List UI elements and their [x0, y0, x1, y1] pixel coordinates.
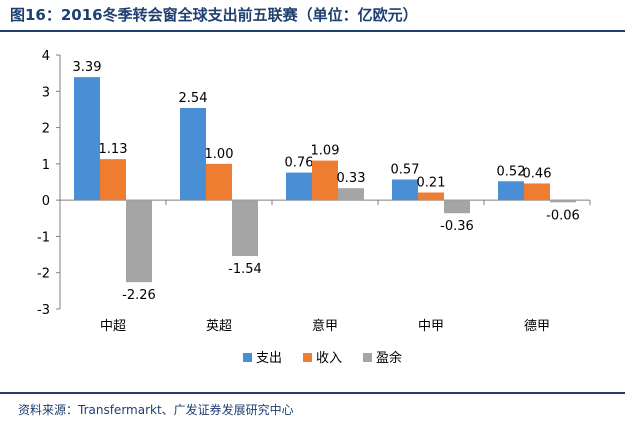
data-label: -0.36	[440, 219, 474, 234]
data-label: 0.46	[523, 166, 552, 181]
data-label: 0.33	[337, 171, 366, 186]
data-label: 0.57	[391, 162, 420, 177]
data-label: -1.54	[228, 262, 262, 277]
data-label: 1.13	[99, 142, 128, 157]
legend-swatch-收入	[303, 353, 312, 362]
data-label: 1.00	[205, 147, 234, 162]
x-category-label: 意甲	[312, 318, 338, 334]
bar-支出	[498, 181, 524, 201]
data-label: 1.09	[311, 144, 340, 159]
y-tick-label: 4	[42, 49, 50, 64]
chart-title: 图16：2016冬季转会窗全球支出前五联赛（单位：亿欧元）	[10, 6, 418, 24]
bar-支出	[286, 172, 312, 201]
bar-支出	[392, 179, 418, 201]
bar-盈余	[232, 200, 258, 257]
bar-收入	[418, 192, 444, 201]
x-category-label: 中甲	[418, 319, 444, 334]
legend-swatch-盈余	[363, 353, 372, 362]
y-tick-label: 2	[42, 122, 50, 137]
data-label: -2.26	[122, 288, 156, 303]
data-label: 0.52	[497, 164, 526, 179]
legend-label: 收入	[316, 351, 342, 366]
title-bar: 图16：2016冬季转会窗全球支出前五联赛（单位：亿欧元）	[0, 0, 625, 32]
data-label: 0.76	[285, 156, 314, 171]
x-category-label: 中超	[100, 319, 126, 334]
bar-收入	[312, 160, 338, 201]
y-tick-label: 3	[42, 85, 50, 100]
bar-盈余	[444, 200, 470, 214]
bar-收入	[100, 159, 126, 201]
bar-支出	[180, 107, 206, 201]
x-category-label: 德甲	[524, 319, 550, 334]
y-tick-label: -3	[37, 303, 50, 318]
data-label: 2.54	[179, 91, 208, 106]
bar-盈余	[126, 200, 152, 283]
source-bar: 资料来源：Transfermarkt、广发证券发展研究中心	[0, 392, 625, 423]
bar-盈余	[550, 200, 576, 203]
x-category-label: 英超	[206, 319, 232, 334]
y-tick-label: -2	[37, 267, 50, 282]
data-label: 3.39	[73, 60, 102, 75]
y-tick-label: -1	[37, 230, 50, 245]
bar-支出	[74, 77, 100, 201]
bar-收入	[524, 183, 550, 201]
data-label: 0.21	[417, 176, 446, 191]
source-note: 资料来源：Transfermarkt、广发证券发展研究中心	[18, 403, 294, 417]
data-label: -0.06	[546, 208, 580, 223]
legend-label: 盈余	[376, 350, 402, 366]
bar-盈余	[338, 188, 364, 201]
legend-swatch-支出	[243, 353, 252, 362]
bar-chart: -3 -2 -1 0 1 2 3 4 3.39 1.13 -2.26 中超 2.54 1.00 -1.54 英…	[37, 49, 591, 366]
legend-label: 支出	[256, 351, 282, 366]
y-tick-label: 1	[42, 158, 50, 173]
y-tick-label: 0	[42, 194, 50, 209]
bar-收入	[206, 163, 232, 201]
